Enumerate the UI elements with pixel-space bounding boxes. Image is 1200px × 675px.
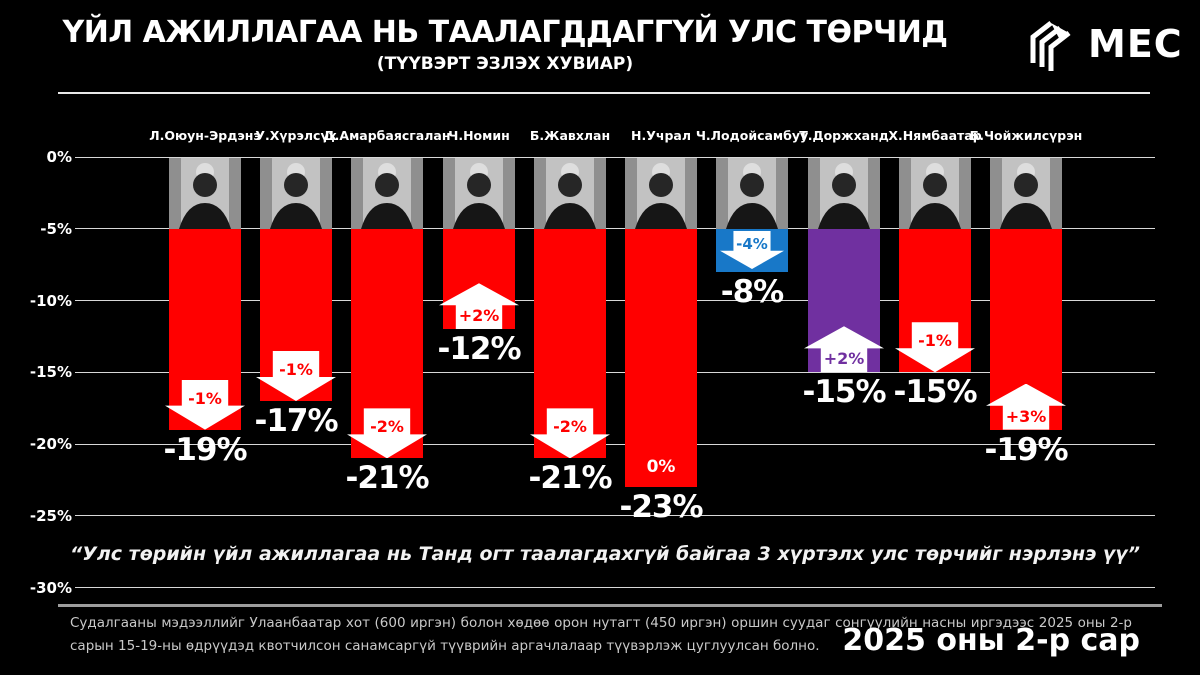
change-value: -2% [370,417,404,437]
politician-name: Д.Амарбаясгалан [323,128,451,143]
mec-logo: MEC [1026,16,1191,72]
title-divider [58,92,1150,94]
bar-value-label: -23% [619,489,703,526]
change-value: +2% [458,306,500,326]
gridline [75,587,1155,588]
politician-photo [169,158,241,229]
bar-value-label: -19% [163,431,247,468]
y-tick-label: -5% [40,219,72,238]
change-value: -1% [279,359,313,379]
mec-logo-icon [1030,21,1071,71]
bar-value-label: -15% [802,374,886,411]
mec-logo-text: MEC [1088,22,1183,66]
bar-value-label: -21% [528,460,612,497]
page-title: ҮЙЛ АЖИЛЛАГАА НЬ ТААЛАГДДАГГҮЙ УЛС ТӨРЧИ… [62,15,948,50]
portrait-silhouette-icon [990,158,1062,229]
portrait-silhouette-icon [260,158,332,229]
gridline [75,515,1155,517]
portrait-silhouette-icon [351,158,423,229]
page-subtitle: (ТҮҮВЭРТ ЭЗЛЭХ ХУВИАР) [376,54,634,74]
header: ҮЙЛ АЖИЛЛАГАА НЬ ТААЛАГДДАГГҮЙ УЛС ТӨРЧИ… [0,14,1010,74]
bar-value-label: -17% [254,402,338,439]
politician-name: Ч.Лодойсамбуу [695,128,809,143]
bar [625,229,697,488]
survey-date: 2025 оны 2-р сар [842,623,1140,658]
politician-photo [716,158,788,229]
politician-name: Б.Жавхлан [529,128,611,143]
politician-name: Л.Оюун-Эрдэнэ [149,128,261,143]
portrait-silhouette-icon [534,158,606,229]
politician-photo [990,158,1062,229]
change-value: -1% [918,331,952,351]
gridline [75,156,1155,158]
bar-value-label: -15% [893,374,977,411]
y-tick-label: 0% [46,148,72,166]
change-value: -2% [553,417,587,437]
politician-name: Н.Учрал [631,128,691,143]
politician-name: Б.Чойжилсүрэн [969,128,1083,143]
politician-photo [351,158,423,229]
politician-photo [625,158,697,229]
politician-photo [808,158,880,229]
politician-name: Т.Доржханд [799,128,889,143]
y-tick-label: -15% [29,363,72,382]
portrait-silhouette-icon [169,158,241,229]
politician-photo [534,158,606,229]
change-value: 0% [646,457,676,478]
politician-photo [899,158,971,229]
bar-value-label: -8% [720,273,785,310]
gridline [75,443,1155,445]
gridline [75,228,1155,230]
y-tick-label: -30% [29,578,72,597]
bar-value-label: -12% [437,331,521,368]
politician-photo [260,158,332,229]
politician-name: Ч.Номин [448,128,510,143]
y-tick-label: -20% [29,435,72,453]
portrait-silhouette-icon [899,158,971,229]
politician-name: У.Хүрэлсүх [255,128,337,143]
portrait-silhouette-icon [808,158,880,229]
change-value: -1% [188,388,222,408]
y-tick-label: -10% [29,291,72,310]
gridline [75,371,1155,373]
y-tick-label: -25% [29,506,72,525]
change-value: -4% [736,235,768,253]
portrait-silhouette-icon [716,158,788,229]
methodology-note: Судалгааны мэдээллийг Улаанбаатар хот (6… [70,615,1132,654]
politician-photo [443,158,515,229]
portrait-silhouette-icon [625,158,697,229]
portrait-silhouette-icon [443,158,515,229]
change-value: +3% [1005,406,1047,426]
footer-divider [58,604,1162,607]
bar-value-label: -19% [984,431,1068,468]
survey-question: “Улс төрийн үйл ажиллагаа нь Танд огт та… [70,543,1140,565]
bar-value-label: -21% [345,460,429,497]
gridline [75,300,1155,301]
change-value: +2% [823,349,865,369]
politician-name: Х.Нямбаатар [888,128,982,143]
